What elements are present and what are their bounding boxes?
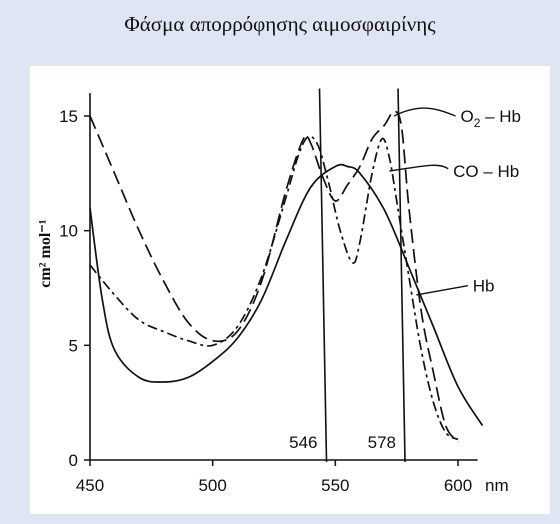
series-label-hb: Hb — [473, 277, 495, 296]
chart-title: Φάσμα απορρόφησης αιμοσφαιρίνης — [124, 12, 436, 36]
series-line-0 — [89, 110, 459, 443]
x-unit-label: nm — [485, 476, 509, 495]
reference-line-578 — [397, 88, 406, 463]
reference-label-578: 578 — [368, 433, 396, 452]
series-line-2 — [89, 163, 484, 427]
x-tick-label: 550 — [321, 476, 349, 495]
y-tick-label: 0 — [69, 451, 78, 470]
y-tick-label: 5 — [69, 336, 78, 355]
plot-panel — [30, 66, 550, 514]
y-tick-label: 15 — [59, 107, 78, 126]
y-tick-label: 10 — [59, 222, 78, 241]
x-tick-label: 450 — [76, 476, 104, 495]
leader-co-hb — [389, 164, 449, 172]
leader-hb — [416, 285, 468, 296]
reference-label-546: 546 — [289, 433, 317, 452]
leader-o2-hb — [393, 107, 456, 117]
x-tick-label: 500 — [198, 476, 226, 495]
series-line-1 — [89, 135, 459, 441]
y-axis-label: cm² mol⁻¹ — [37, 219, 54, 287]
x-tick-label: 600 — [444, 476, 472, 495]
series-label-co-hb: CO – Hb — [453, 162, 519, 181]
